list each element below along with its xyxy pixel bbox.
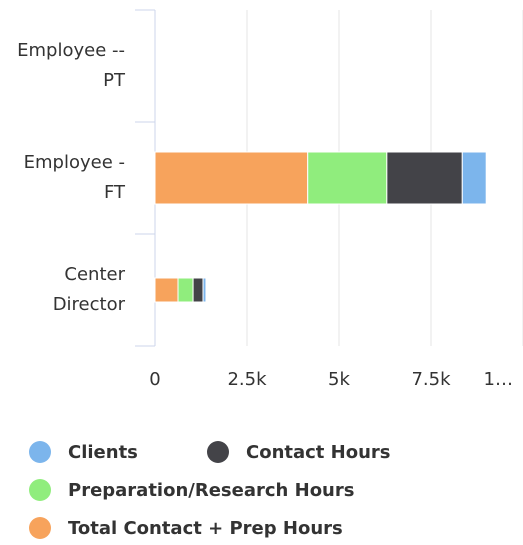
legend-swatch: [29, 517, 51, 539]
bar-segment: [202, 277, 207, 303]
x-tick-label: 2.5k: [227, 369, 267, 390]
bar-segment: [154, 277, 179, 303]
legend-label: Clients: [68, 442, 138, 463]
legend-swatch: [29, 479, 51, 501]
y-tick-label: Employee - FT: [23, 152, 125, 203]
bar-segment: [192, 277, 204, 303]
legend-label: Preparation/Research Hours: [68, 480, 354, 501]
x-tick-label: 1…: [484, 369, 513, 390]
legend-label: Contact Hours: [246, 442, 391, 463]
y-tick-label: Employee -- PT: [17, 40, 125, 91]
x-tick-label: 0: [149, 369, 160, 390]
bar-segment: [177, 277, 194, 303]
legend-swatch: [29, 441, 51, 463]
legend-swatch: [207, 441, 229, 463]
legend-label: Total Contact + Prep Hours: [68, 518, 343, 539]
x-tick-label: 5k: [328, 369, 350, 390]
y-tick-label: Center Director: [52, 264, 125, 315]
x-tick-label: 7.5k: [411, 369, 451, 390]
bar-segment: [461, 151, 487, 205]
bar-segment: [307, 151, 388, 205]
bar-segment: [386, 151, 463, 205]
bar-segment: [154, 151, 309, 205]
